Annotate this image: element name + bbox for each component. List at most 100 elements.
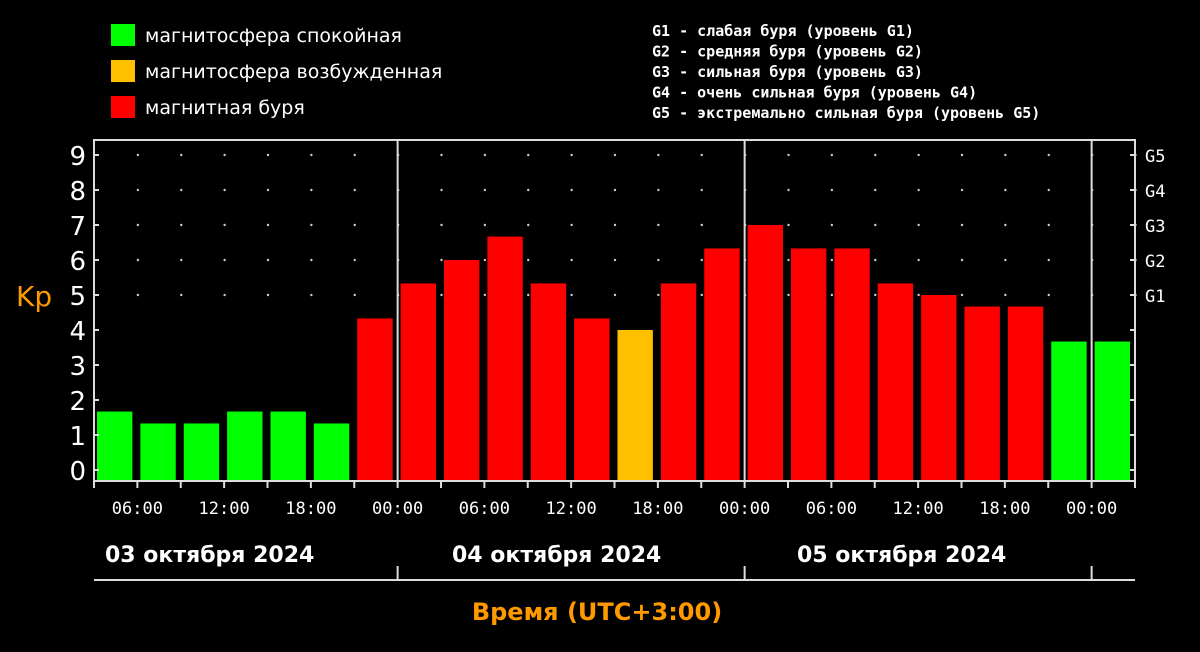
y-axis-title: Kp <box>16 280 52 313</box>
grid-dot <box>657 258 660 262</box>
grid-dot <box>310 153 313 157</box>
grid-dot <box>310 223 313 227</box>
grid-dot <box>136 153 140 157</box>
bar-11 <box>530 283 567 480</box>
grid-dot <box>483 258 487 262</box>
grid-dot <box>700 153 703 157</box>
grid-dot <box>223 153 226 157</box>
grid-dot <box>310 258 313 262</box>
x-tick-label: 18:00 <box>979 499 1030 519</box>
g-level-label: G2 <box>1145 252 1165 272</box>
grid-dot <box>657 153 660 157</box>
grid-dot <box>1004 223 1007 227</box>
g-level-label: G5 <box>1145 147 1165 167</box>
grid-dot <box>136 223 140 227</box>
grid-dot <box>223 293 226 297</box>
x-tick-label: 06:00 <box>806 499 857 519</box>
grid-dot <box>1047 258 1050 262</box>
grid-dot <box>570 153 573 157</box>
grid-dot <box>917 223 920 227</box>
grid-dot <box>527 258 530 262</box>
bar-14 <box>660 283 697 480</box>
bar-5 <box>270 411 306 480</box>
grid-dot <box>136 293 140 297</box>
grid-dot <box>440 223 443 227</box>
x-tick-label: 12:00 <box>199 499 250 519</box>
bar-16 <box>747 225 783 480</box>
bar-13 <box>617 330 653 480</box>
y-tick-label: 3 <box>69 352 86 382</box>
grid-dot <box>266 293 270 297</box>
date-label: 03 октября 2024 <box>105 543 314 568</box>
bar-24 <box>1094 341 1130 480</box>
x-tick-label: 12:00 <box>546 499 597 519</box>
grid-dot <box>613 153 617 157</box>
grid-dot <box>657 188 660 192</box>
grid-dot <box>700 223 703 227</box>
grid-dot <box>223 223 226 227</box>
bar-17 <box>791 248 827 480</box>
grid-dot <box>1047 153 1050 157</box>
grid-dot <box>874 188 877 192</box>
grid-dot <box>613 258 617 262</box>
y-tick-label: 5 <box>69 282 86 312</box>
grid-dot <box>440 188 443 192</box>
grid-dot <box>830 223 834 227</box>
y-tick-label: 8 <box>69 177 86 207</box>
storm-scale-item: G3 - сильная буря (уровень G3) <box>652 63 923 81</box>
grid-dot <box>180 258 183 262</box>
grid-dot <box>874 258 877 262</box>
grid-dot <box>527 188 530 192</box>
grid-dot <box>223 258 226 262</box>
storm-scale-item: G4 - очень сильная буря (уровень G4) <box>652 84 977 102</box>
grid-dot <box>700 293 703 297</box>
grid-dot <box>830 258 834 262</box>
bar-22 <box>1007 306 1044 480</box>
grid-dot <box>266 258 270 262</box>
x-tick-label: 12:00 <box>893 499 944 519</box>
bar-9 <box>444 260 480 480</box>
y-tick-label: 4 <box>69 317 86 347</box>
grid-dot <box>570 293 573 297</box>
grid-dot <box>1004 258 1007 262</box>
bar-23 <box>1051 341 1087 480</box>
grid-dot <box>917 258 920 262</box>
y-tick-label: 6 <box>69 247 86 277</box>
bar-2 <box>140 423 176 480</box>
bar-19 <box>877 283 914 480</box>
legend-label-storm: магнитная буря <box>145 97 305 119</box>
grid-dot <box>1004 293 1007 297</box>
grid-dot <box>483 153 487 157</box>
grid-dot <box>960 188 964 192</box>
date-label: 04 октября 2024 <box>452 543 661 568</box>
x-tick-label: 18:00 <box>632 499 683 519</box>
grid-dot <box>917 153 920 157</box>
grid-dot <box>136 258 140 262</box>
y-tick-label: 9 <box>69 142 86 172</box>
grid-dot <box>787 153 790 157</box>
y-tick-label: 7 <box>69 212 86 242</box>
grid-dot <box>483 223 487 227</box>
grid-dot <box>700 258 703 262</box>
legend-label-quiet: магнитосфера спокойная <box>145 25 402 47</box>
g-level-label: G3 <box>1145 217 1165 237</box>
legend-label-active: магнитосфера возбужденная <box>145 61 442 83</box>
x-tick-label: 00:00 <box>1066 499 1117 519</box>
x-tick-label: 00:00 <box>372 499 423 519</box>
grid-dot <box>440 153 443 157</box>
grid-dot <box>353 223 356 227</box>
grid-dot <box>874 293 877 297</box>
bar-6 <box>313 423 350 480</box>
grid-dot <box>787 293 790 297</box>
grid-dot <box>657 293 660 297</box>
grid-dot <box>310 293 313 297</box>
bar-7 <box>357 318 393 480</box>
grid-dot <box>527 223 530 227</box>
grid-dot <box>570 223 573 227</box>
grid-dot <box>570 258 573 262</box>
grid-dot <box>613 293 617 297</box>
grid-dot <box>180 153 183 157</box>
grid-dot <box>960 223 964 227</box>
legend-swatch-quiet <box>111 24 135 46</box>
grid-dot <box>180 293 183 297</box>
